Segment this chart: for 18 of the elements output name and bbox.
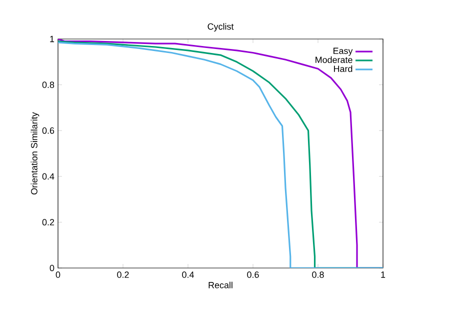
y-tick-label: 0.8 [42,82,54,88]
y-tick-label: 1 [50,36,54,42]
y-axis-title: Orientation Similarity [30,112,40,194]
y-tick-label: 0.2 [42,219,54,226]
x-tick-label: 0.8 [312,272,324,278]
x-tick-label: 0.4 [182,272,194,278]
x-axis-title: Recall [208,282,232,288]
chart-title: Cyclist [208,23,234,32]
x-tick-label: 0.2 [117,272,129,278]
y-tick-label: 0.4 [42,173,54,180]
x-tick-label: 0.6 [247,272,259,278]
y-tick-label: 0 [50,264,54,272]
legend-label: Hard [334,65,352,72]
legend-label: Easy [334,48,353,56]
x-tick-label: 1 [381,272,386,278]
x-tick-label: 0 [56,272,60,278]
legend-label: Moderate [316,56,352,64]
y-tick-label: 0.6 [42,127,54,134]
